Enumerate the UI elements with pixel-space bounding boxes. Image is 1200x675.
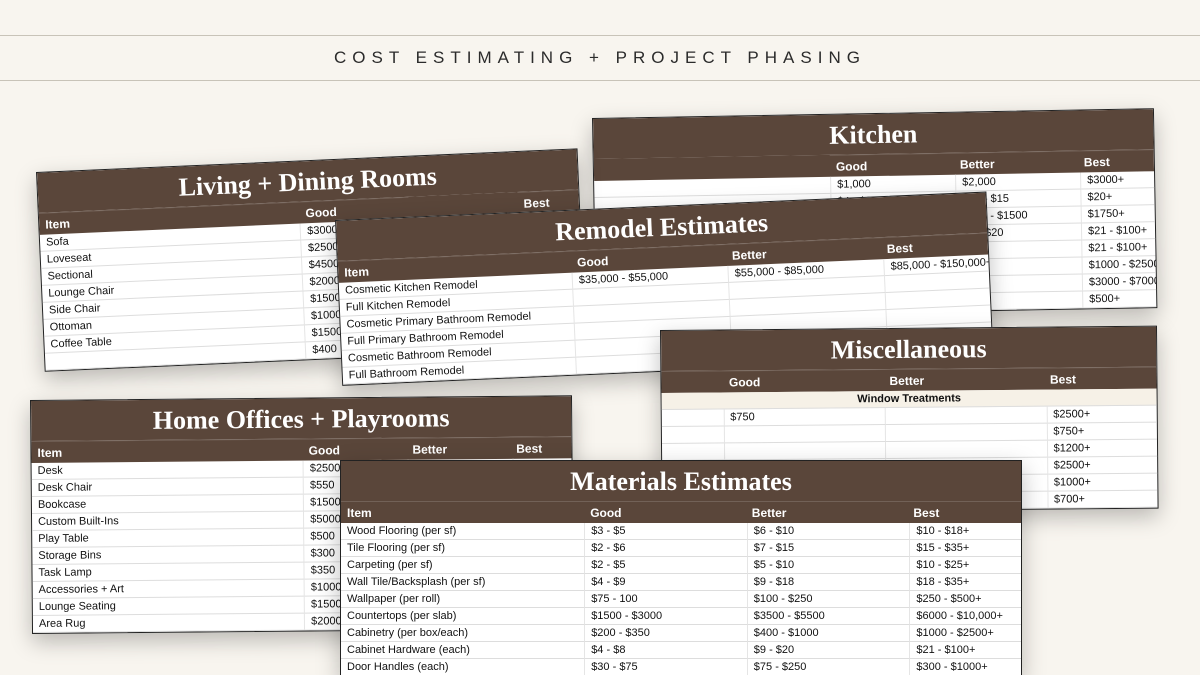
table-row: Tile Flooring (per sf)$2 - $6$7 - $15$15… [341, 540, 1021, 557]
col-best: Best [510, 436, 574, 459]
page-title: COST ESTIMATING + PROJECT PHASING [334, 48, 866, 68]
materials-header-row: Item Good Better Best [341, 501, 1021, 523]
homeoffices-title: Home Offices + Playrooms [31, 396, 571, 441]
col-item: Item [31, 439, 302, 463]
col-better: Better [406, 437, 510, 460]
table-row: Countertops (per slab)$1500 - $3000$3500… [341, 608, 1021, 625]
table-row: Cabinetry (per box/each)$200 - $350$400 … [341, 625, 1021, 642]
col-best: Best [1044, 366, 1159, 389]
table-row: Wallpaper (per roll)$75 - 100$100 - $250… [341, 591, 1021, 608]
col-better: Better [883, 368, 1044, 391]
table-row: Cabinet Hardware (each)$4 - $8$9 - $20$2… [341, 642, 1021, 659]
col-better: Better [746, 501, 908, 523]
table-row: Wood Flooring (per sf)$3 - $5$6 - $10$10… [341, 523, 1021, 540]
col-good: Good [723, 369, 884, 392]
col-good: Good [830, 153, 954, 177]
materials-title: Materials Estimates [341, 461, 1021, 501]
table-row: Wall Tile/Backsplash (per sf)$4 - $9$9 -… [341, 574, 1021, 591]
col-good: Good [303, 438, 407, 461]
col-good: Good [584, 501, 746, 523]
col-better: Better [954, 151, 1078, 175]
table-row: Carpeting (per sf)$2 - $5$5 - $10$10 - $… [341, 557, 1021, 574]
misc-title: Miscellaneous [661, 327, 1156, 371]
col-best: Best [907, 501, 1022, 523]
materials-card: Materials Estimates Item Good Better Bes… [340, 460, 1022, 675]
page-header: COST ESTIMATING + PROJECT PHASING [0, 35, 1200, 81]
col-best: Best [1078, 148, 1158, 172]
table-row: Door Handles (each)$30 - $75$75 - $250$3… [341, 659, 1021, 675]
col-item: Item [341, 501, 584, 523]
